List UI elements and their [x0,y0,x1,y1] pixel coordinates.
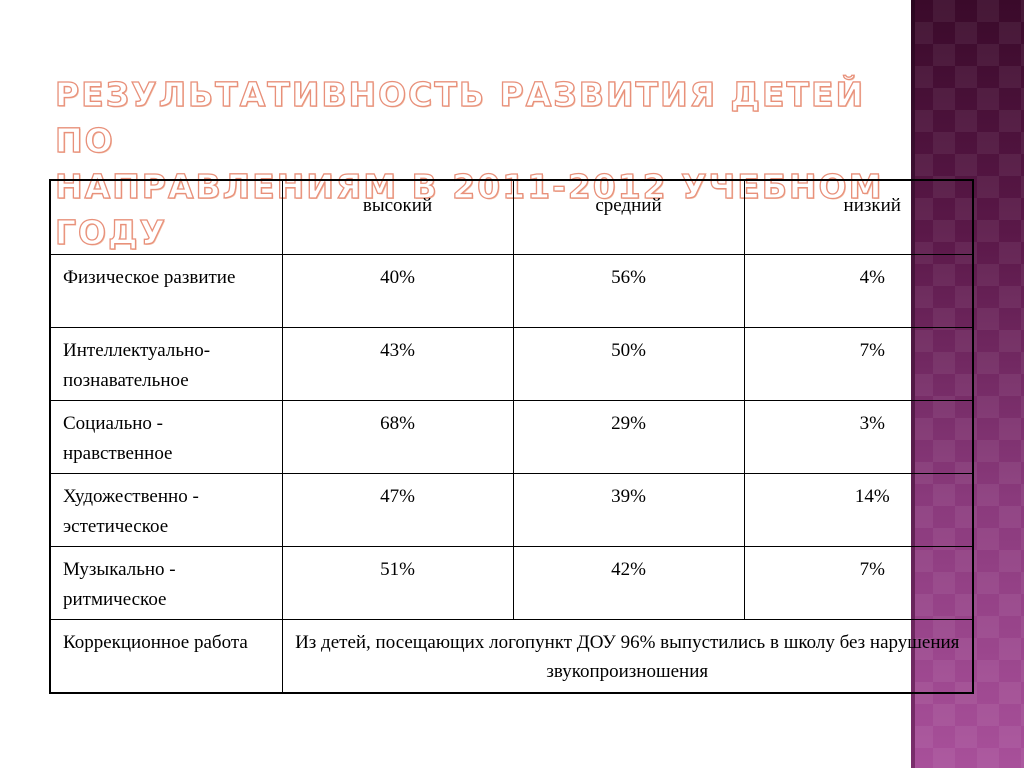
table-row: Физическое развитие 40% 56% 4% [49,254,974,328]
correction-label: Коррекционное работа [49,619,283,694]
row-label: Интеллектуально-познавательное [49,327,283,401]
value-low: 3% [743,400,974,474]
results-table: высокий средний низкий Физическое развит… [49,179,974,694]
row-label: Физическое развитие [49,254,283,328]
row-label: Художественно - эстетическое [49,473,283,547]
value-low: 4% [743,254,974,328]
table-row: Художественно - эстетическое 47% 39% 14% [49,473,974,547]
value-high: 40% [281,254,514,328]
value-low: 14% [743,473,974,547]
table-row: Социально - нравственное 68% 29% 3% [49,400,974,474]
value-medium: 29% [512,400,745,474]
value-high: 68% [281,400,514,474]
header-corner-cell [49,179,283,255]
table-row: Интеллектуально-познавательное 43% 50% 7… [49,327,974,401]
row-label: Музыкально - ритмическое [49,546,283,620]
table-header-row: высокий средний низкий [49,179,974,255]
value-medium: 39% [512,473,745,547]
correction-row: Коррекционное работа Из детей, посещающи… [49,619,974,694]
value-high: 43% [281,327,514,401]
header-medium: средний [512,179,745,255]
correction-text: Из детей, посещающих логопункт ДОУ 96% в… [281,619,974,694]
value-low: 7% [743,327,974,401]
header-high: высокий [281,179,514,255]
row-label: Социально - нравственное [49,400,283,474]
value-high: 47% [281,473,514,547]
header-low: низкий [743,179,974,255]
value-medium: 56% [512,254,745,328]
value-low: 7% [743,546,974,620]
value-high: 51% [281,546,514,620]
value-medium: 50% [512,327,745,401]
value-medium: 42% [512,546,745,620]
table-row: Музыкально - ритмическое 51% 42% 7% [49,546,974,620]
